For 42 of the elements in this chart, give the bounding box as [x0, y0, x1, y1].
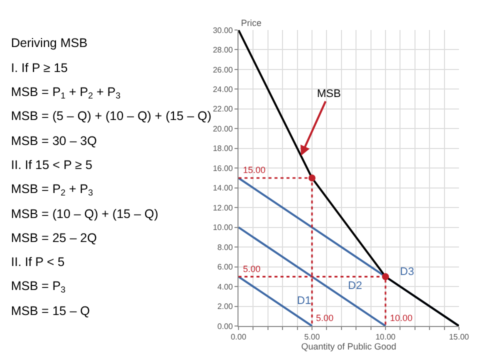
y-tick-label: 4.00 — [217, 282, 234, 292]
text: MSB = (10 – Q) + (15 – Q) — [11, 207, 158, 221]
annotation: 5.00 — [316, 313, 334, 323]
y-tick-label: 28.00 — [212, 46, 234, 55]
annotation: 5.00 — [243, 264, 261, 274]
annotation: 10.00 — [390, 313, 413, 323]
series-label: D3 — [400, 266, 414, 278]
x-axis-title: Quantity of Public Good — [301, 342, 396, 352]
y-tick-label: 20.00 — [212, 124, 234, 134]
text: MSB = P$_{2}$ + P$_{3}$ — [11, 182, 94, 198]
x-tick-label: 0.00 — [230, 332, 247, 342]
y-tick-label: 8.00 — [217, 242, 234, 252]
y-tick-label: 16.00 — [212, 164, 234, 173]
y-tick-label: 2.00 — [217, 302, 234, 312]
series-label: D1 — [297, 295, 312, 307]
y-tick-label: 12.00 — [212, 203, 234, 212]
y-tick-label: 18.00 — [212, 144, 234, 154]
annotation: 15.00 — [243, 165, 266, 175]
text: MSB = (5 – Q) + (10 – Q) + (15 – Q) — [11, 109, 212, 123]
y-axis-title: Price — [241, 18, 262, 28]
x-tick-label: 15.00 — [448, 332, 470, 342]
y-tick-label: 24.00 — [212, 85, 234, 94]
series-label: D2 — [348, 280, 362, 292]
x-tick-label: 5.00 — [304, 332, 320, 342]
text: I. If P ≥ 15 — [11, 61, 68, 75]
y-tick-label: 22.00 — [212, 104, 234, 114]
text: II. If P < 5 — [11, 255, 65, 269]
y-tick-label: 30.00 — [212, 26, 234, 35]
y-tick-label: 10.00 — [212, 223, 234, 232]
y-tick-label: 14.00 — [212, 184, 234, 193]
text: MSB = P$_{3}$ — [11, 279, 66, 295]
y-tick-label: 26.00 — [212, 65, 234, 74]
x-tick-label: 10.00 — [375, 332, 396, 342]
text: II. If 15 < P ≥ 5 — [11, 158, 92, 172]
text: Deriving MSB — [11, 36, 88, 50]
text: MSB = P$_{1}$ + P$_{2}$ + P$_{3}$ — [11, 85, 121, 101]
text: MSB — [317, 88, 341, 100]
text: MSB = 25 – 2Q — [11, 231, 98, 245]
y-tick-label: 6.00 — [217, 262, 234, 272]
y-tick-label: 0.00 — [217, 322, 234, 331]
text: MSB = 30 – 3Q — [11, 134, 98, 148]
text: MSB = 15 – Q — [11, 304, 90, 318]
